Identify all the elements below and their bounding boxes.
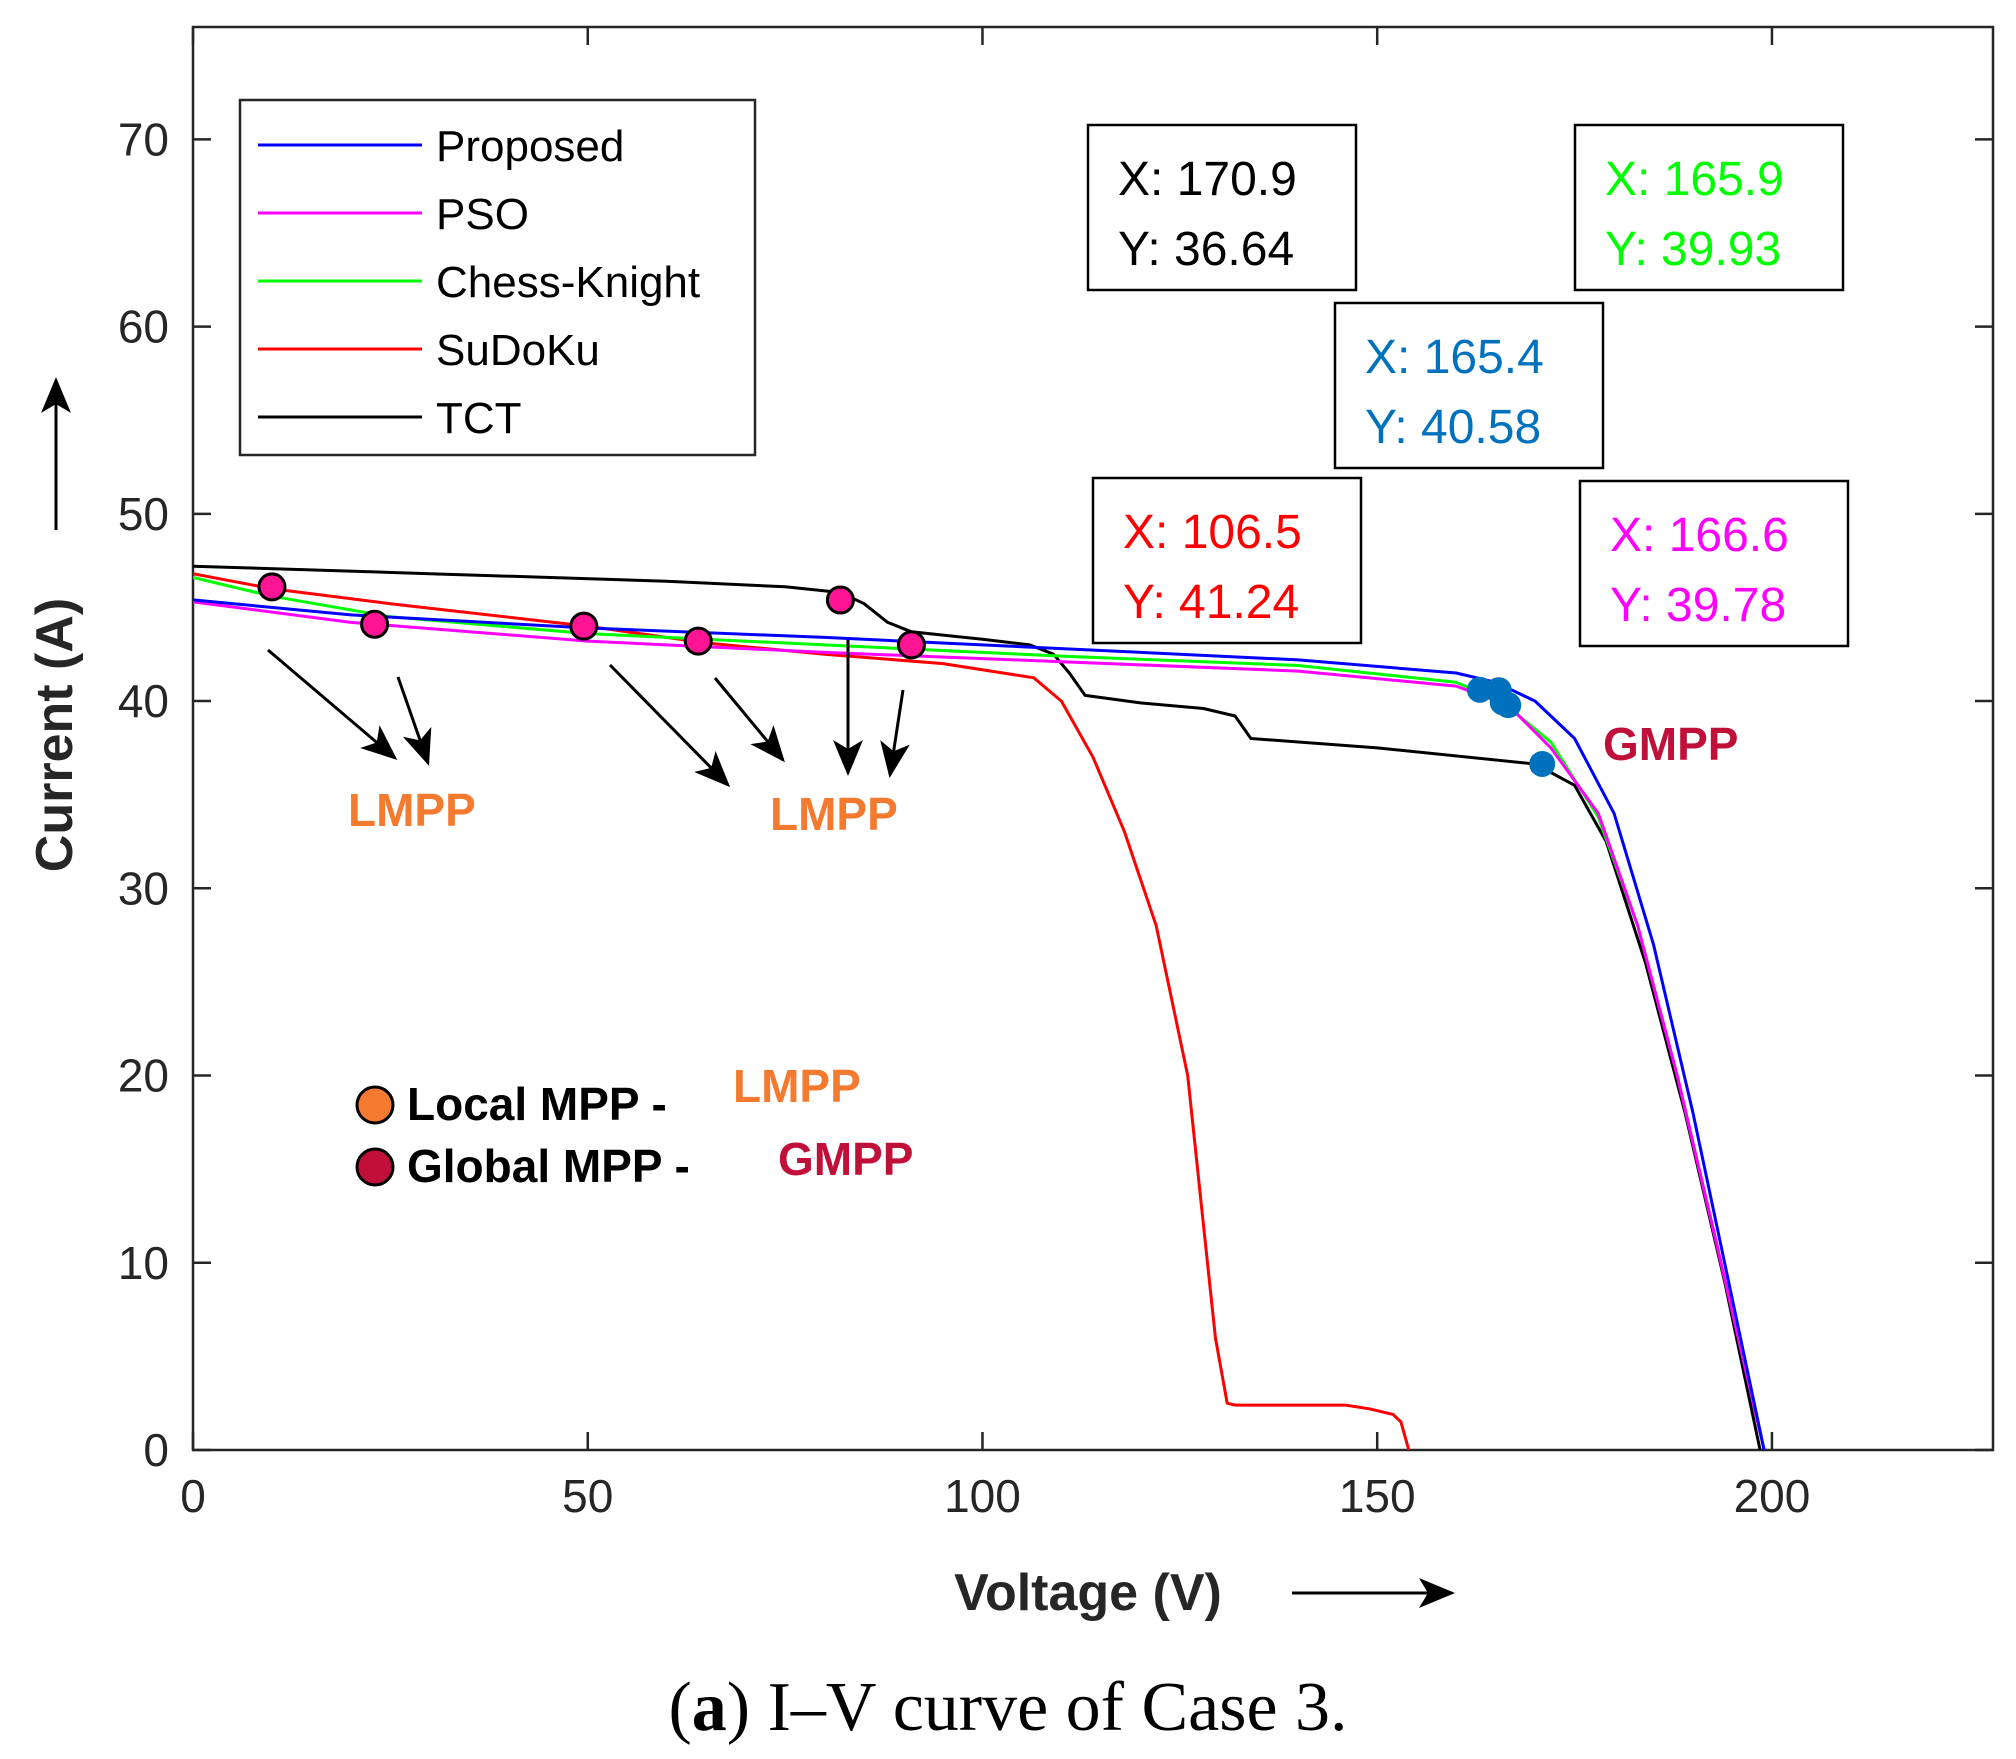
lmpp-marker <box>257 572 287 602</box>
lmpp-marker <box>360 609 390 639</box>
legend-entry: SuDoKu <box>436 326 600 375</box>
datatip-x: X: 106.5 <box>1123 506 1302 559</box>
mpp-key: Local MPP - LMPP Global MPP - GMPP <box>355 1060 913 1192</box>
y-tick-label: 30 <box>118 862 169 914</box>
y-axis-label: Current (A) <box>26 598 84 872</box>
x-tick-label: 200 <box>1734 1470 1811 1522</box>
lmpp-label-left: LMPP <box>348 784 476 836</box>
datatip-y: Y: 41.24 <box>1123 576 1299 629</box>
datatip: X: 165.9 Y: 39.93 <box>1573 123 1845 292</box>
arrow-icon <box>713 677 785 763</box>
lmpp-marker <box>569 611 599 641</box>
datatip: X: 165.4 Y: 40.58 <box>1333 301 1605 470</box>
lmpp-marker <box>825 585 855 615</box>
lmpp-arrows <box>267 640 910 788</box>
x-axis: 0 50 100 150 200 <box>180 27 1810 1522</box>
y-tick-label: 60 <box>118 301 169 353</box>
datatip-x: X: 170.9 <box>1118 153 1297 206</box>
x-axis-label: Voltage (V) <box>954 1564 1222 1622</box>
x-tick-label: 0 <box>180 1470 206 1522</box>
y-tick-label: 40 <box>118 675 169 727</box>
key-gmpp-label: GMPP <box>778 1133 913 1185</box>
datatip-y: Y: 40.58 <box>1365 401 1541 454</box>
datatip-y: Y: 36.64 <box>1118 223 1294 276</box>
datatip-x: X: 166.6 <box>1610 509 1789 562</box>
gmpp-marker <box>1495 692 1522 719</box>
datatip-x: X: 165.9 <box>1605 153 1784 206</box>
x-tick-label: 150 <box>1339 1470 1416 1522</box>
marker-layer <box>257 572 1556 777</box>
arrow-icon <box>608 663 731 788</box>
legend-entry: Proposed <box>436 122 624 171</box>
key-global-label: Global MPP - <box>407 1140 690 1192</box>
lmpp-marker <box>896 630 926 660</box>
legend: Proposed PSO Chess-Knight SuDoKu TCT <box>238 98 757 457</box>
y-tick-label: 10 <box>118 1237 169 1289</box>
arrow-icon <box>880 689 910 778</box>
gmpp-label: GMPP <box>1603 718 1738 770</box>
global-mpp-icon <box>355 1147 395 1187</box>
gmpp-marker <box>1529 750 1556 777</box>
figure-caption: (a) I–V curve of Case 3. <box>668 1669 1347 1746</box>
x-tick-label: 100 <box>944 1470 1021 1522</box>
key-lmpp-label: LMPP <box>733 1060 861 1112</box>
y-tick-label: 70 <box>118 113 169 165</box>
series-line-sudoku <box>193 572 1411 1450</box>
arrow-icon <box>267 648 398 760</box>
lmpp-label-right: LMPP <box>770 788 898 840</box>
legend-entry: Chess-Knight <box>436 258 700 307</box>
y-axis: 0 10 20 30 40 50 60 70 <box>118 113 1993 1476</box>
x-tick-label: 50 <box>562 1470 613 1522</box>
datatip: X: 166.6 Y: 39.78 <box>1578 479 1850 648</box>
datatip: X: 106.5 Y: 41.24 <box>1091 476 1363 645</box>
gmpp-marker <box>1466 676 1493 703</box>
lmpp-marker <box>683 626 713 656</box>
datatip-layer: X: 170.9Y: 36.64X: 165.9Y: 39.93X: 165.4… <box>1086 123 1850 648</box>
y-tick-label: 0 <box>143 1424 169 1476</box>
datatip-y: Y: 39.78 <box>1610 579 1786 632</box>
y-tick-label: 50 <box>118 488 169 540</box>
key-local-label: Local MPP - <box>407 1078 667 1130</box>
local-mpp-icon <box>355 1085 395 1125</box>
y-tick-label: 20 <box>118 1050 169 1102</box>
datatip-y: Y: 39.93 <box>1605 223 1781 276</box>
datatip-x: X: 165.4 <box>1365 331 1544 384</box>
arrow-icon <box>396 676 432 766</box>
legend-entry: TCT <box>436 394 522 443</box>
legend-entry: PSO <box>436 190 529 239</box>
datatip: X: 170.9 Y: 36.64 <box>1086 123 1358 292</box>
